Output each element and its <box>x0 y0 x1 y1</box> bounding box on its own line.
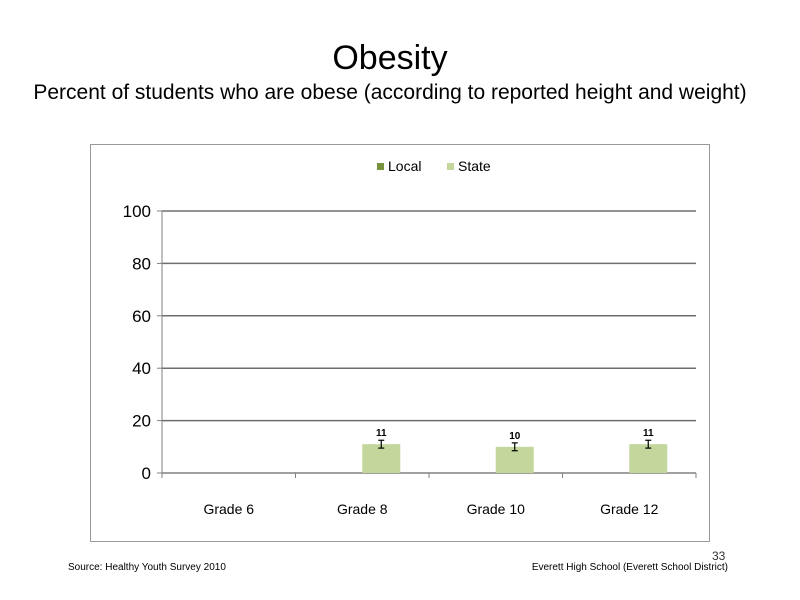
y-tick-label: 40 <box>132 359 151 378</box>
chart-frame: 0 20 40 60 80 100 Grade 6 Grade 8 11 Grade 10 10 Gr… <box>90 144 710 542</box>
legend-swatch <box>377 163 384 170</box>
slide-title: Obesity <box>332 39 448 77</box>
legend-label: Local <box>388 158 421 174</box>
y-tick-label: 100 <box>123 202 151 221</box>
slide-subtitle: Percent of students who are obese (accor… <box>33 81 747 104</box>
y-tick-label: 80 <box>132 254 151 273</box>
y-tick-label: 0 <box>142 464 151 483</box>
x-tick-label: Grade 6 <box>203 501 254 517</box>
x-tick-label: Grade 10 <box>467 501 526 517</box>
bar <box>362 444 401 473</box>
x-tick-label: Grade 8 <box>337 501 388 517</box>
bar <box>629 444 668 473</box>
data-label: 10 <box>509 431 521 442</box>
data-label: 11 <box>643 428 654 439</box>
legend-label: State <box>458 158 491 174</box>
legend-swatch <box>447 163 454 170</box>
source-note: Source: Healthy Youth Survey 2010 <box>68 562 226 573</box>
page-number: 33 <box>712 549 726 563</box>
y-tick-label: 60 <box>132 307 151 326</box>
data-label: 11 <box>376 428 387 439</box>
x-tick-label: Grade 12 <box>600 501 659 517</box>
school-name: Everett High School (Everett School Dist… <box>531 562 728 573</box>
y-tick-label: 20 <box>132 412 151 431</box>
obesity-bar-chart: 0 20 40 60 80 100 Grade 6 Grade 8 11 Grade 10 10 Gr… <box>123 158 697 517</box>
